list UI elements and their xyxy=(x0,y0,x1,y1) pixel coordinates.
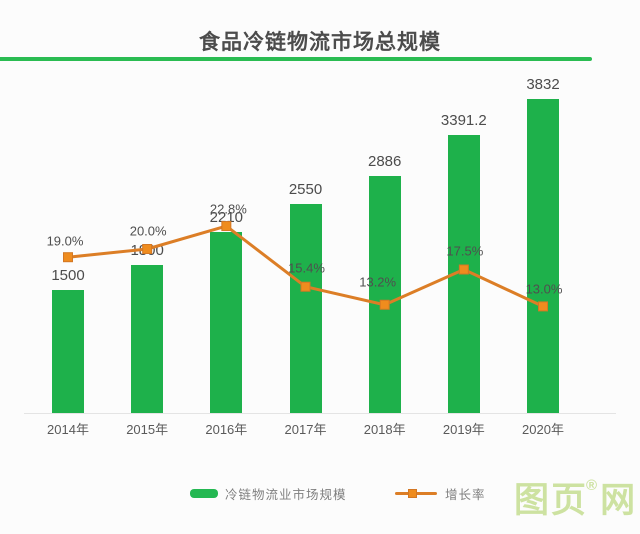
line-point-label-2014年: 19.0% xyxy=(46,233,84,249)
x-axis-label-2017年: 2017年 xyxy=(284,422,327,437)
line-point-label-2019年: 17.5% xyxy=(446,243,484,258)
bar-value-label-2019年: 3391.2 xyxy=(440,112,487,130)
bar-2017年 xyxy=(289,204,322,413)
bar-2014年 xyxy=(52,290,84,413)
bar-value-label-2016年: 2210 xyxy=(209,208,244,226)
x-axis-label-2018年: 2018年 xyxy=(363,422,406,437)
line-point-label-2016年: 22.8% xyxy=(209,201,247,217)
x-axis-label-2015年: 2015年 xyxy=(126,422,169,437)
bar-2016年 xyxy=(210,231,243,413)
chart-title: 食品冷链物流市场总规模 xyxy=(199,31,441,54)
line-point-label-2017年: 15.4% xyxy=(288,260,325,276)
legend-label-market-scale: 冷链物流业市场规模 xyxy=(225,487,347,502)
legend-item-growth-rate: 增长率 xyxy=(395,483,486,503)
watermark-text-left: 图页 xyxy=(514,481,589,520)
bar-value-label-2018年: 2886 xyxy=(367,153,402,171)
bar-2018年 xyxy=(368,176,401,413)
bar-2019年 xyxy=(447,135,480,413)
line-marker-2014年 xyxy=(63,252,73,263)
bar-value-label-2014年: 1500 xyxy=(51,267,85,285)
x-axis-label-2020年: 2020年 xyxy=(522,422,564,437)
bar-2015年 xyxy=(131,265,164,413)
bar-value-label-2017年: 2550 xyxy=(288,181,323,199)
x-axis-label-2016年: 2016年 xyxy=(205,422,248,437)
watermark-logo: 图页 ® 网 xyxy=(514,477,638,521)
bar-value-label-2015年: 1800 xyxy=(130,242,164,260)
registered-trademark-icon: ® xyxy=(586,477,600,494)
x-axis-line xyxy=(24,413,616,414)
legend-line-square-marker xyxy=(408,488,417,498)
legend-item-market-scale: 冷链物流业市场规模 xyxy=(190,483,347,503)
legend-bar-swatch-icon xyxy=(190,488,218,498)
x-axis-label-2019年: 2019年 xyxy=(442,422,485,437)
line-point-label-2018年: 13.2% xyxy=(359,274,397,290)
title-underline-bar xyxy=(0,57,592,61)
legend-label-growth-rate: 增长率 xyxy=(445,487,486,502)
watermark-text-right: 网 xyxy=(600,481,638,520)
line-point-label-2020年: 13.0% xyxy=(525,281,563,297)
bar-value-label-2020年: 3832 xyxy=(526,75,560,93)
bar-2020年 xyxy=(527,98,560,413)
legend-line-marker-icon xyxy=(395,488,437,499)
line-point-label-2015年: 20.0% xyxy=(129,223,167,239)
x-axis-label-2014年: 2014年 xyxy=(47,422,89,437)
